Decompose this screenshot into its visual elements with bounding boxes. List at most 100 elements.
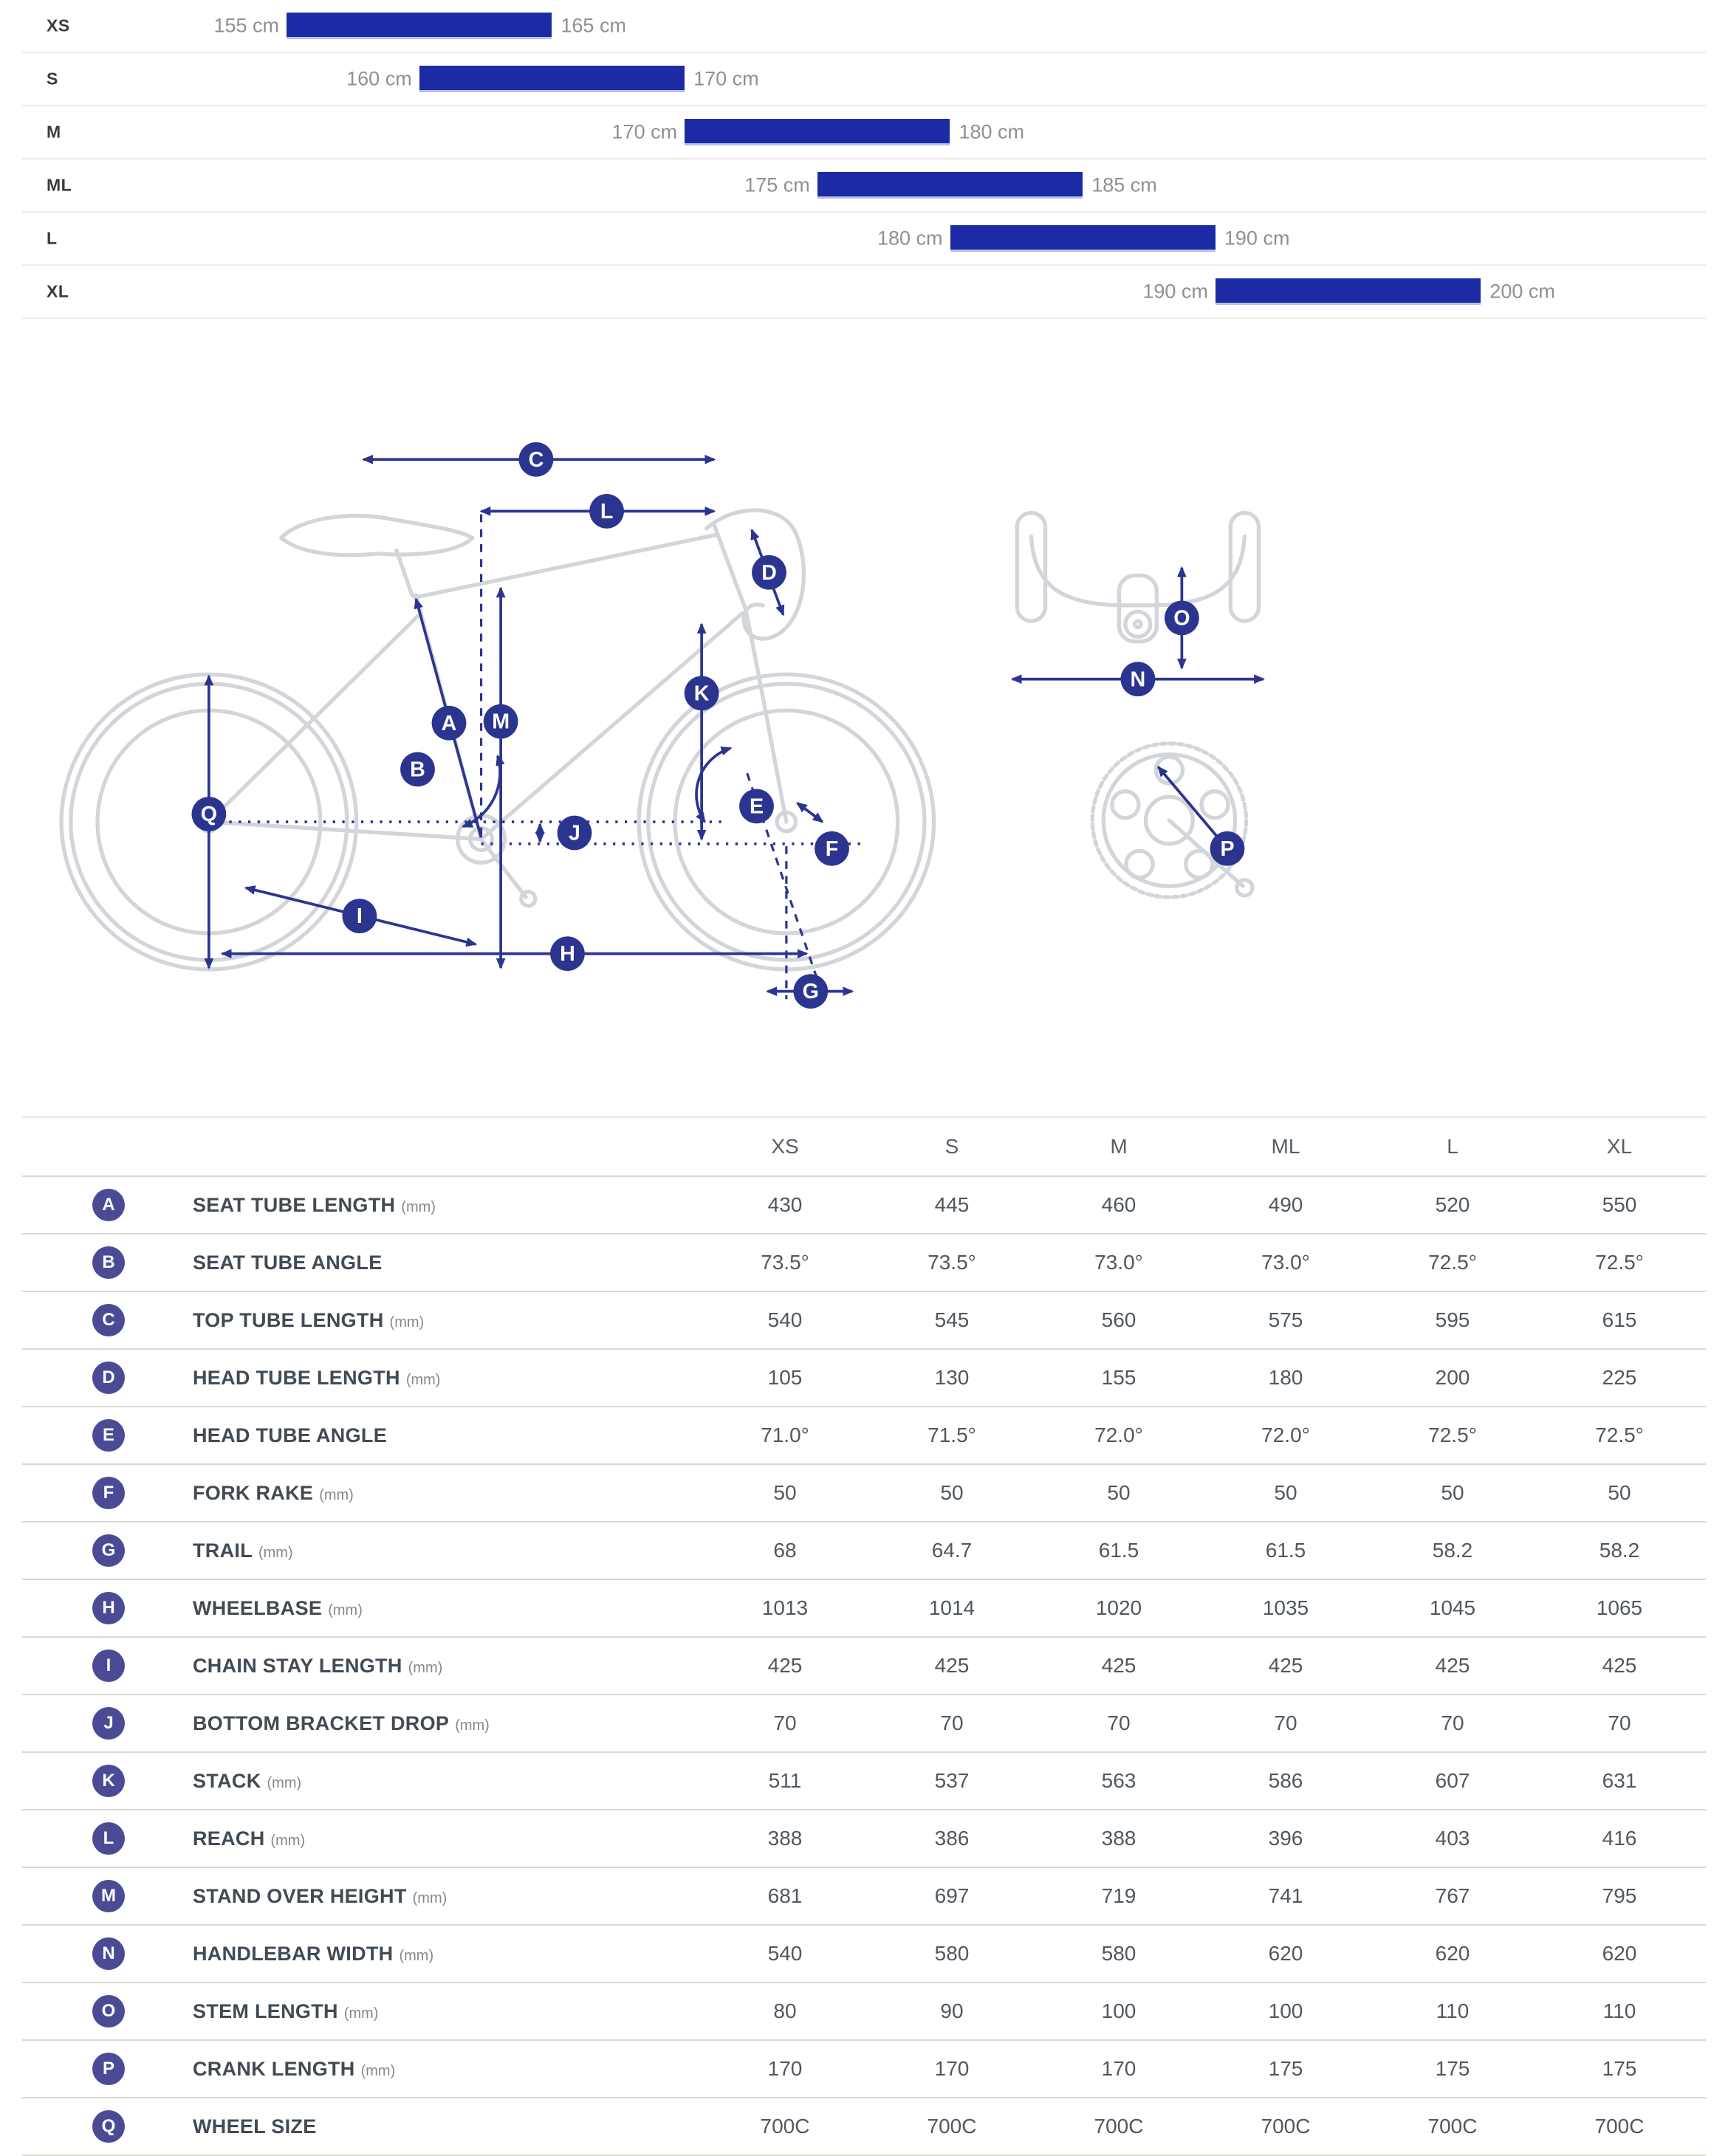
svg-text:J: J xyxy=(569,822,580,845)
measurement-label: TRAIL xyxy=(193,1539,253,1562)
size-label: XS xyxy=(47,16,70,35)
value-cell-m: 719 xyxy=(1101,1884,1136,1907)
value-cell-xs: 70 xyxy=(773,1712,797,1734)
row-badge-cell: D xyxy=(22,1362,174,1394)
value-cell-m: 170 xyxy=(1101,2057,1136,2080)
value-cell-ml: 175 xyxy=(1268,2057,1303,2080)
bar-max-height-label: 180 cm xyxy=(959,120,1025,143)
measurement-unit: (mm) xyxy=(455,1717,490,1734)
row-letter-badge: M xyxy=(92,1880,125,1912)
height-range-bar xyxy=(287,13,552,39)
handlebar-drop xyxy=(704,508,806,641)
value-cell-ml: 1035 xyxy=(1262,1596,1309,1619)
measurement-unit: (mm) xyxy=(328,1601,363,1618)
value-cell-s: 537 xyxy=(934,1769,970,1792)
svg-text:M: M xyxy=(492,710,510,734)
table-row-i: I CHAIN STAY LENGTH (mm) 425 425 425 425 425 425 xyxy=(22,1636,1706,1694)
value-cell-xl: 110 xyxy=(1602,1999,1636,2022)
badge-q: Q xyxy=(191,797,227,831)
row-letter-badge: E xyxy=(92,1419,125,1452)
seatpost xyxy=(394,548,414,597)
table-row-o: O STEM LENGTH (mm) 80 90 100 100 110 110 xyxy=(22,1982,1706,2039)
column-header-m: M xyxy=(1110,1135,1128,1158)
row-letter-badge: C xyxy=(92,1304,125,1336)
value-cell-xl: 416 xyxy=(1602,1827,1637,1850)
row-letter-badge: J xyxy=(92,1707,125,1740)
value-cell-s: 170 xyxy=(934,2057,970,2080)
table-header-row: XS S M ML L XL xyxy=(22,1118,1706,1175)
svg-text:E: E xyxy=(750,794,764,818)
diagram-badges: A B C D E F G H I J K L M N O P Q xyxy=(191,442,1245,1009)
badge-e: E xyxy=(739,789,774,824)
svg-text:K: K xyxy=(694,682,710,705)
value-cell-m: 460 xyxy=(1101,1193,1136,1216)
bar-min-height-label: 190 cm xyxy=(1142,280,1208,303)
value-cell-s: 90 xyxy=(940,1999,964,2022)
size-label: ML xyxy=(47,175,72,195)
row-letter-badge: P xyxy=(92,2053,125,2085)
value-cell-xl: 70 xyxy=(1608,1712,1631,1734)
measurement-label: FORK RAKE xyxy=(193,1481,314,1504)
measurement-label: WHEEL SIZE xyxy=(193,2115,317,2138)
value-cell-ml: 72.0° xyxy=(1261,1424,1310,1446)
value-cell-l: 607 xyxy=(1435,1769,1470,1792)
row-label-cell: STACK (mm) xyxy=(174,1770,702,1793)
measurement-unit: (mm) xyxy=(319,1486,354,1503)
value-cell-m: 61.5 xyxy=(1098,1539,1139,1562)
head-angle-arc xyxy=(695,746,733,823)
value-cell-s: 425 xyxy=(934,1654,970,1677)
row-label-cell: SEAT TUBE LENGTH (mm) xyxy=(174,1194,702,1217)
bar-min-height-label: 180 cm xyxy=(877,227,943,250)
measurement-unit: (mm) xyxy=(405,1371,441,1388)
svg-text:Q: Q xyxy=(201,803,217,826)
table-row-a: A SEAT TUBE LENGTH (mm) 430 445 460 490 520 550 xyxy=(22,1175,1706,1233)
badge-i: I xyxy=(342,899,377,933)
value-cell-ml: 700C xyxy=(1261,2115,1311,2138)
rider-height-chart: XS 155 cm 165 cm S 160 cm 170 cm M 170 cm 180 cm… xyxy=(22,0,1706,319)
row-letter-badge: O xyxy=(92,1995,125,2028)
badge-a: A xyxy=(431,705,467,741)
measurement-unit: (mm) xyxy=(267,1774,302,1791)
column-header-s: S xyxy=(944,1135,959,1158)
size-row-m: M 170 cm 180 cm xyxy=(22,106,1706,159)
size-row-s: S 160 cm 170 cm xyxy=(22,53,1706,106)
table-row-j: J BOTTOM BRACKET DROP (mm) 70 70 70 70 70 70 xyxy=(22,1694,1706,1751)
value-cell-m: 388 xyxy=(1101,1827,1136,1850)
head-tube xyxy=(711,521,748,611)
measurement-label: TOP TUBE LENGTH xyxy=(193,1308,384,1331)
row-badge-cell: P xyxy=(22,2053,174,2085)
badge-n: N xyxy=(1120,662,1156,697)
size-row-xl: XL 190 cm 200 cm xyxy=(22,266,1706,319)
value-cell-xs: 425 xyxy=(767,1654,803,1677)
value-cell-ml: 575 xyxy=(1268,1308,1303,1331)
row-label-cell: SEAT TUBE ANGLE xyxy=(174,1252,702,1274)
measurement-unit: (mm) xyxy=(412,1889,448,1906)
measurement-unit: (mm) xyxy=(399,1947,434,1964)
measurement-unit: (mm) xyxy=(360,2062,396,2079)
row-badge-cell: Q xyxy=(22,2110,174,2143)
value-cell-ml: 396 xyxy=(1268,1827,1303,1850)
value-cell-l: 50 xyxy=(1441,1481,1464,1504)
value-cell-l: 700C xyxy=(1427,2115,1478,2138)
value-cell-l: 72.5° xyxy=(1428,1251,1477,1274)
badge-h: H xyxy=(550,936,585,971)
value-cell-ml: 50 xyxy=(1274,1481,1297,1504)
height-range-bar xyxy=(950,225,1216,252)
badge-j: J xyxy=(557,815,592,851)
value-cell-xs: 50 xyxy=(773,1481,797,1504)
value-cell-ml: 70 xyxy=(1274,1712,1297,1734)
measurement-arrows xyxy=(204,454,1265,1000)
row-badge-cell: H xyxy=(22,1592,174,1624)
value-cell-m: 563 xyxy=(1101,1769,1136,1792)
measurement-label: STACK xyxy=(193,1769,261,1792)
measurement-unit: (mm) xyxy=(343,2005,379,2022)
value-cell-m: 72.0° xyxy=(1094,1424,1143,1446)
geometry-diagram: A B C D E F G H I J K L M N O P Q xyxy=(59,442,1265,1009)
value-cell-xl: 225 xyxy=(1602,1366,1637,1389)
value-cell-ml: 741 xyxy=(1268,1884,1303,1907)
value-cell-s: 580 xyxy=(934,1942,970,1965)
value-cell-s: 70 xyxy=(940,1712,964,1734)
measurement-label: WHEELBASE xyxy=(193,1596,323,1619)
measurement-label: STAND OVER HEIGHT xyxy=(193,1884,407,1907)
height-range-bar xyxy=(1215,278,1481,305)
